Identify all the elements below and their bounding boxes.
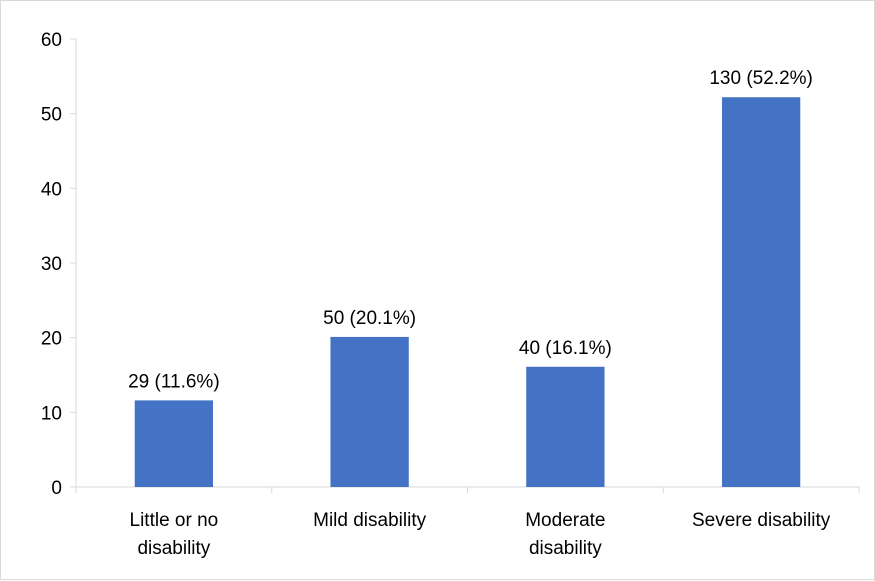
data-label: 40 (16.1%) <box>519 338 612 359</box>
y-tick-label: 40 <box>41 179 62 200</box>
y-tick-label: 0 <box>51 478 62 499</box>
data-label: 130 (52.2%) <box>709 68 813 89</box>
bar <box>330 336 409 487</box>
y-tick-label: 60 <box>41 30 62 51</box>
data-label: 29 (11.6%) <box>128 371 220 392</box>
bar <box>721 97 801 488</box>
category-labels: Little or no disability Mild disability Mod… <box>130 510 831 559</box>
y-tick-label: 20 <box>41 329 62 350</box>
bar <box>526 366 605 487</box>
x-category-label: Moderate disability <box>525 510 605 559</box>
y-tick-label: 30 <box>41 254 62 275</box>
x-category-label: Little or no disability <box>130 510 219 559</box>
y-tick-label: 10 <box>41 403 62 424</box>
bars <box>134 97 801 488</box>
data-labels: 29 (11.6%) 50 (20.1%) 40 (16.1%) 130 (52.2%… <box>128 68 813 392</box>
data-label: 50 (20.1%) <box>323 308 416 329</box>
x-category-label: Severe disability <box>692 510 831 531</box>
bar <box>134 400 214 487</box>
x-category-label: Mild disability <box>313 510 426 531</box>
y-tick-label: 50 <box>41 105 62 126</box>
